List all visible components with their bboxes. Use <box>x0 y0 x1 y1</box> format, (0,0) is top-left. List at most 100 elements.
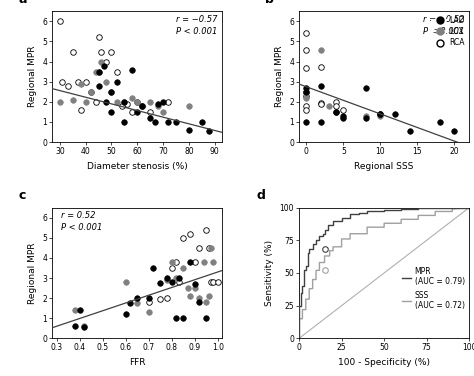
Point <box>302 30 310 36</box>
Point <box>302 103 310 109</box>
Point <box>206 128 213 134</box>
Point <box>108 109 115 115</box>
Point <box>113 79 120 85</box>
Point <box>122 311 129 317</box>
Point <box>95 83 102 89</box>
Point <box>302 107 310 113</box>
Point <box>302 47 310 53</box>
Point <box>318 119 325 125</box>
Point <box>81 324 88 331</box>
Point <box>202 315 210 321</box>
Point <box>164 119 172 125</box>
Point <box>113 99 120 105</box>
Point <box>82 99 90 105</box>
Point <box>362 85 369 91</box>
Point <box>108 89 115 95</box>
Point <box>164 275 171 281</box>
Point <box>362 115 369 121</box>
Point <box>340 115 347 121</box>
Point <box>318 47 325 53</box>
Point <box>302 95 310 101</box>
Point <box>69 97 77 103</box>
Point <box>113 69 120 75</box>
Text: c: c <box>18 190 26 202</box>
Point <box>191 259 199 265</box>
Point <box>214 279 221 285</box>
Point <box>362 113 369 119</box>
Point <box>76 307 83 313</box>
Point <box>152 119 159 125</box>
Point <box>146 115 154 121</box>
Point <box>146 99 154 105</box>
Point <box>210 259 217 265</box>
Point <box>150 265 157 271</box>
Point <box>159 109 167 115</box>
Point <box>302 89 310 95</box>
Point <box>77 107 84 113</box>
Point <box>81 323 88 329</box>
Point <box>128 67 136 73</box>
Point <box>56 99 64 105</box>
Point <box>332 99 340 105</box>
Point <box>302 93 310 99</box>
Point <box>77 81 84 87</box>
Text: b: b <box>265 0 274 6</box>
Point <box>134 295 141 301</box>
Point <box>134 99 141 105</box>
Point <box>175 279 182 285</box>
Point <box>191 285 199 291</box>
Point <box>100 63 108 69</box>
X-axis label: Diameter stenosis (%): Diameter stenosis (%) <box>87 162 188 171</box>
Y-axis label: Regional MPR: Regional MPR <box>28 46 37 108</box>
Y-axis label: Regional MPR: Regional MPR <box>275 46 284 108</box>
Point <box>120 119 128 125</box>
Point <box>172 119 180 125</box>
Point <box>302 89 310 95</box>
Point <box>318 101 325 107</box>
Point <box>196 295 203 301</box>
X-axis label: FFR: FFR <box>129 358 146 367</box>
Point <box>200 259 208 265</box>
Point <box>145 309 153 315</box>
Point <box>406 128 414 134</box>
Point <box>340 113 347 119</box>
Point <box>146 109 154 115</box>
Point <box>138 103 146 109</box>
Point <box>332 103 340 109</box>
Point <box>134 300 141 306</box>
Point <box>185 127 192 133</box>
Point <box>134 99 141 105</box>
Legend: LAD, LCX, RCA: LAD, LCX, RCA <box>432 15 465 48</box>
Point <box>332 109 340 115</box>
Point <box>87 89 95 95</box>
Point <box>138 103 146 109</box>
Point <box>173 259 180 265</box>
Point <box>97 59 105 65</box>
Point <box>134 109 141 115</box>
Point <box>69 49 77 55</box>
Point <box>123 101 131 107</box>
Point <box>145 299 153 305</box>
Point <box>377 111 384 117</box>
Text: r = 0.52
P < 0.001: r = 0.52 P < 0.001 <box>61 211 102 232</box>
Point <box>451 128 458 134</box>
X-axis label: 100 - Specificity (%): 100 - Specificity (%) <box>338 358 430 367</box>
Point <box>127 300 134 306</box>
Point <box>164 295 171 301</box>
X-axis label: Regional SSS: Regional SSS <box>355 162 414 171</box>
Point <box>173 275 180 281</box>
Point <box>154 103 162 109</box>
Point <box>122 279 129 285</box>
Y-axis label: Regional MPR: Regional MPR <box>28 242 37 304</box>
Point <box>205 293 212 299</box>
Point <box>56 18 64 24</box>
Text: r = −0.57
P < 0.001: r = −0.57 P < 0.001 <box>176 15 217 36</box>
Point <box>95 35 102 41</box>
Point <box>82 79 90 85</box>
Point <box>173 315 180 321</box>
Point <box>164 99 172 105</box>
Point <box>180 315 187 321</box>
Point <box>156 296 164 302</box>
Text: a: a <box>18 0 27 6</box>
Point <box>302 85 310 91</box>
